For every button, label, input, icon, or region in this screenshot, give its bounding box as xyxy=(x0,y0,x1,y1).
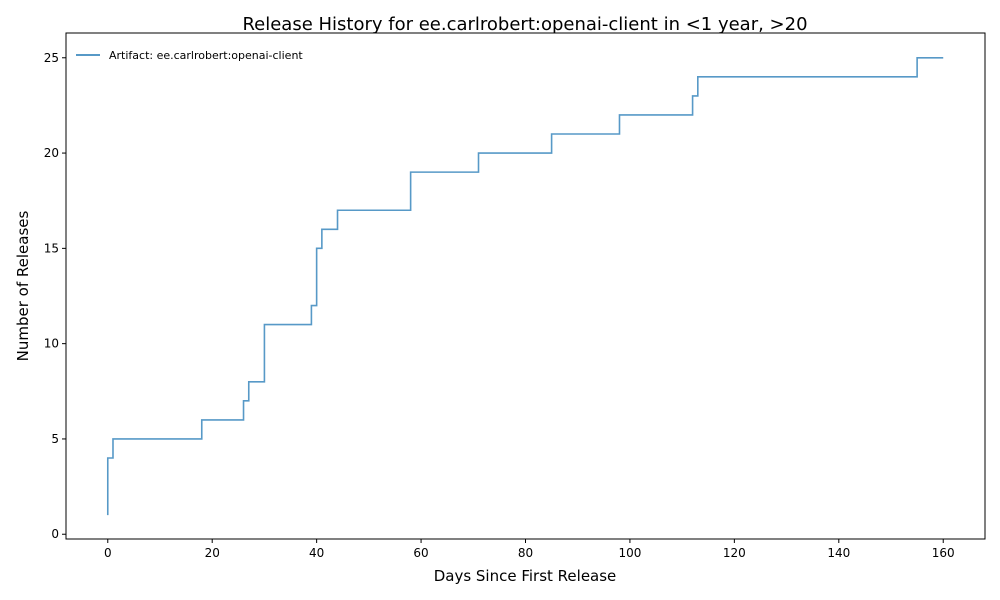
x-tick-label: 40 xyxy=(309,546,324,560)
x-tick-label: 140 xyxy=(827,546,850,560)
y-axis-label: Number of Releases xyxy=(14,210,32,361)
chart-title: Release History for ee.carlrobert:openai… xyxy=(242,14,807,35)
x-tick-label: 160 xyxy=(932,546,955,560)
legend: Artifact: ee.carlrobert:openai-client xyxy=(76,49,303,62)
x-tick-label: 20 xyxy=(205,546,220,560)
y-tick-label: 5 xyxy=(51,432,59,446)
x-tick-label: 80 xyxy=(518,546,533,560)
y-tick-label: 20 xyxy=(44,146,59,160)
x-tick-label: 100 xyxy=(618,546,641,560)
series-line-0 xyxy=(106,56,944,516)
y-tick-label: 15 xyxy=(44,241,59,255)
x-tick-label: 0 xyxy=(104,546,112,560)
y-tick-label: 25 xyxy=(44,51,59,65)
y-tick-label: 10 xyxy=(44,337,59,351)
x-axis-label: Days Since First Release xyxy=(434,567,617,585)
plot-area xyxy=(65,32,986,540)
x-tick-label: 120 xyxy=(723,546,746,560)
y-tick-label: 0 xyxy=(51,527,59,541)
y-axis-ticks: 0 5 10 15 20 25 xyxy=(44,51,66,541)
series-layer xyxy=(106,56,944,516)
legend-label: Artifact: ee.carlrobert:openai-client xyxy=(109,49,303,62)
x-tick-label: 60 xyxy=(413,546,428,560)
plot-frame xyxy=(65,32,986,540)
x-axis-ticks: 0 20 40 60 80 100 120 140 160 xyxy=(104,539,955,560)
